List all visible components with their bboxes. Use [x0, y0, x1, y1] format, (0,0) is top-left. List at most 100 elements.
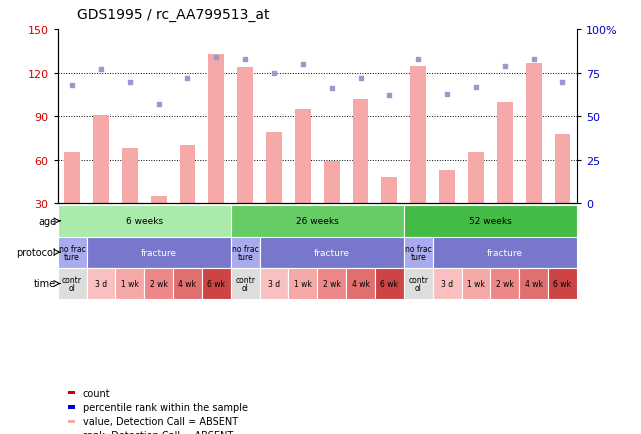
- Bar: [295, 110, 311, 204]
- Bar: [288, 268, 317, 299]
- Bar: [231, 206, 404, 237]
- Bar: [208, 55, 224, 204]
- Point: [470, 84, 481, 91]
- Text: 2 wk: 2 wk: [323, 279, 340, 288]
- Text: 2 wk: 2 wk: [496, 279, 513, 288]
- Text: 1 wk: 1 wk: [294, 279, 312, 288]
- Text: no frac
ture: no frac ture: [59, 244, 85, 261]
- Text: 6 wk: 6 wk: [380, 279, 399, 288]
- Text: 4 wk: 4 wk: [178, 279, 197, 288]
- Bar: [237, 68, 253, 204]
- Text: time: time: [34, 279, 56, 289]
- Bar: [68, 405, 75, 409]
- Text: 6 wk: 6 wk: [207, 279, 226, 288]
- Bar: [404, 206, 577, 237]
- Bar: [490, 268, 519, 299]
- Text: 3 d: 3 d: [268, 279, 280, 288]
- Bar: [497, 102, 513, 204]
- Text: 6 wk: 6 wk: [553, 279, 572, 288]
- Bar: [87, 237, 231, 268]
- Bar: [144, 268, 173, 299]
- Point: [355, 76, 365, 82]
- Text: percentile rank within the sample: percentile rank within the sample: [83, 402, 247, 412]
- Point: [557, 79, 568, 86]
- Bar: [519, 268, 548, 299]
- Text: 1 wk: 1 wk: [121, 279, 138, 288]
- Bar: [462, 268, 490, 299]
- Bar: [554, 134, 570, 204]
- Bar: [122, 149, 138, 204]
- Bar: [439, 171, 455, 204]
- Text: GDS1995 / rc_AA799513_at: GDS1995 / rc_AA799513_at: [77, 8, 269, 22]
- Bar: [68, 391, 75, 395]
- Text: age: age: [38, 217, 56, 226]
- Bar: [433, 237, 577, 268]
- Text: contr
ol: contr ol: [62, 275, 82, 293]
- Bar: [548, 268, 577, 299]
- Text: 4 wk: 4 wk: [524, 279, 543, 288]
- Text: 2 wk: 2 wk: [150, 279, 167, 288]
- Bar: [260, 237, 404, 268]
- Text: 1 wk: 1 wk: [467, 279, 485, 288]
- Point: [500, 63, 510, 70]
- Point: [327, 86, 337, 93]
- Bar: [404, 237, 433, 268]
- Text: 3 d: 3 d: [95, 279, 107, 288]
- Text: 3 d: 3 d: [441, 279, 453, 288]
- Text: fracture: fracture: [487, 248, 523, 257]
- Bar: [87, 268, 115, 299]
- Bar: [173, 268, 202, 299]
- Bar: [381, 178, 397, 204]
- Text: protocol: protocol: [17, 248, 56, 257]
- Bar: [231, 237, 260, 268]
- Point: [240, 56, 250, 63]
- Bar: [353, 100, 369, 204]
- Point: [153, 102, 163, 108]
- Point: [269, 70, 279, 77]
- Bar: [375, 268, 404, 299]
- Text: 4 wk: 4 wk: [351, 279, 370, 288]
- Bar: [151, 196, 167, 204]
- Bar: [64, 153, 80, 204]
- Bar: [260, 268, 288, 299]
- Point: [96, 67, 106, 74]
- Text: 6 weeks: 6 weeks: [126, 217, 163, 226]
- Bar: [317, 268, 346, 299]
- Bar: [266, 133, 282, 204]
- Bar: [468, 153, 484, 204]
- Point: [384, 93, 394, 100]
- Point: [442, 91, 453, 98]
- Point: [211, 55, 222, 62]
- Point: [528, 56, 538, 63]
- Text: fracture: fracture: [313, 248, 350, 257]
- Bar: [346, 268, 375, 299]
- Bar: [58, 206, 231, 237]
- Bar: [93, 115, 109, 204]
- Text: count: count: [83, 388, 110, 398]
- Bar: [58, 237, 87, 268]
- Bar: [202, 268, 231, 299]
- Bar: [324, 162, 340, 204]
- Text: contr
ol: contr ol: [235, 275, 255, 293]
- Text: 26 weeks: 26 weeks: [296, 217, 338, 226]
- Bar: [58, 268, 87, 299]
- Bar: [179, 146, 196, 204]
- Bar: [433, 268, 462, 299]
- Point: [297, 62, 308, 69]
- Bar: [526, 63, 542, 204]
- Text: fracture: fracture: [140, 248, 177, 257]
- Bar: [410, 66, 426, 204]
- Text: no frac
ture: no frac ture: [405, 244, 431, 261]
- Point: [183, 76, 193, 82]
- Point: [413, 56, 423, 63]
- Text: 52 weeks: 52 weeks: [469, 217, 512, 226]
- Point: [67, 82, 77, 89]
- Text: value, Detection Call = ABSENT: value, Detection Call = ABSENT: [83, 416, 238, 426]
- Bar: [68, 420, 75, 423]
- Bar: [115, 268, 144, 299]
- Text: no frac
ture: no frac ture: [232, 244, 258, 261]
- Bar: [404, 268, 433, 299]
- Text: contr
ol: contr ol: [408, 275, 428, 293]
- Text: rank, Detection Call = ABSENT: rank, Detection Call = ABSENT: [83, 430, 233, 434]
- Bar: [231, 268, 260, 299]
